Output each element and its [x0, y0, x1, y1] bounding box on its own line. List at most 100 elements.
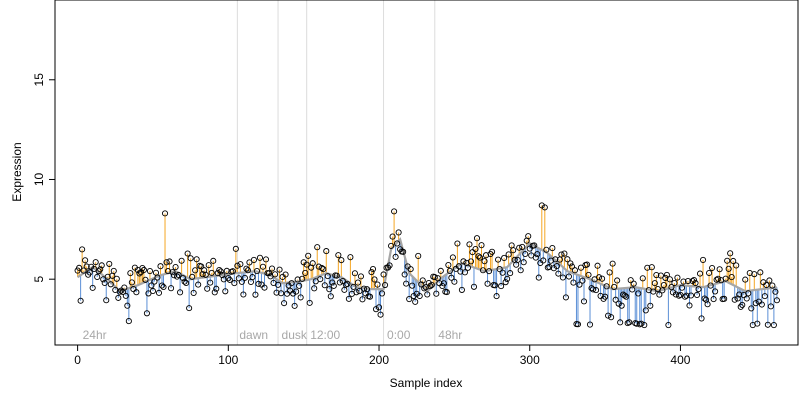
data-point: [686, 302, 693, 309]
data-point: [369, 266, 377, 273]
data-point: [585, 271, 592, 278]
data-point: [565, 273, 572, 280]
data-point: [158, 282, 166, 289]
data-point: [446, 267, 453, 274]
data-point: [475, 253, 482, 260]
annotation-labels: 24hr dawn dusk 12:00 0:00 48hr: [83, 328, 463, 342]
data-point: [564, 256, 571, 263]
data-point: [507, 270, 514, 277]
data-point: [498, 283, 505, 290]
data-point: [97, 266, 104, 273]
data-point: [659, 287, 666, 294]
data-point: [174, 273, 181, 280]
data-point: [427, 283, 434, 290]
data-point: [329, 279, 336, 286]
data-point: [244, 267, 251, 274]
data-point: [478, 242, 485, 249]
data-point: [653, 271, 660, 279]
data-point: [489, 248, 496, 255]
data-point: [647, 302, 654, 309]
annotation-label: 0:00: [387, 328, 411, 342]
data-point: [391, 208, 398, 215]
data-point: [469, 249, 476, 256]
data-point: [327, 293, 334, 300]
x-tick-label: 300: [520, 353, 540, 367]
data-point: [161, 210, 169, 217]
data-point: [746, 269, 753, 277]
data-point: [479, 267, 487, 274]
data-point: [290, 290, 297, 297]
data-point: [275, 281, 282, 288]
data-point: [721, 295, 728, 302]
data-point: [172, 264, 179, 271]
data-point: [193, 256, 200, 263]
data-point: [712, 288, 719, 295]
data-point: [226, 276, 233, 283]
data-point: [255, 280, 262, 287]
data-point: [535, 274, 542, 281]
data-point: [618, 302, 625, 309]
data-point: [253, 268, 261, 275]
data-point: [715, 275, 722, 282]
data-point: [115, 294, 122, 301]
data-point: [216, 266, 223, 274]
boundary-lines: [236, 0, 436, 345]
data-point: [642, 307, 649, 314]
data-point: [406, 295, 413, 303]
data-point: [338, 257, 345, 264]
data-point: [522, 250, 529, 258]
data-point: [241, 274, 248, 281]
data-point: [451, 278, 458, 285]
data-point: [586, 321, 594, 328]
data-point: [428, 281, 435, 288]
data-point: [237, 261, 244, 268]
data-point: [261, 284, 268, 291]
data-point: [258, 281, 265, 288]
data-point: [448, 274, 455, 281]
data-point: [541, 204, 548, 211]
data-point: [549, 245, 556, 252]
data-point: [514, 256, 521, 263]
data-point: [553, 263, 560, 270]
annotation-label: dawn: [239, 328, 268, 342]
data-point: [608, 314, 615, 321]
data-point: [190, 289, 197, 296]
data-point: [249, 274, 256, 281]
data-point: [412, 298, 419, 305]
data-point: [737, 303, 744, 310]
data-point: [92, 259, 99, 266]
data-point: [145, 290, 152, 297]
data-point: [157, 263, 164, 270]
data-point: [473, 235, 481, 242]
data-point: [457, 268, 464, 275]
data-point: [568, 263, 575, 270]
data-point: [297, 294, 304, 301]
data-point: [561, 250, 568, 257]
data-point: [276, 266, 283, 273]
data-point: [127, 270, 134, 277]
data-point: [674, 274, 681, 281]
data-point: [205, 262, 212, 269]
data-point: [104, 273, 111, 280]
data-point: [589, 286, 597, 293]
data-point: [627, 277, 634, 284]
data-point: [409, 282, 416, 289]
data-point: [609, 260, 616, 267]
data-point: [757, 269, 764, 276]
data-point: [95, 268, 102, 275]
data-point: [476, 254, 484, 261]
data-point: [690, 276, 698, 284]
data-point: [86, 269, 93, 276]
data-point: [243, 265, 250, 272]
data-point: [401, 271, 408, 278]
data-point: [130, 286, 137, 293]
data-point: [502, 279, 509, 286]
data-point: [748, 305, 755, 312]
data-point: [311, 285, 318, 292]
data-point: [571, 267, 578, 274]
data-point: [149, 287, 157, 295]
data-point: [155, 289, 163, 296]
data-point: [577, 264, 585, 271]
data-point: [293, 288, 300, 295]
data-point: [681, 293, 689, 300]
